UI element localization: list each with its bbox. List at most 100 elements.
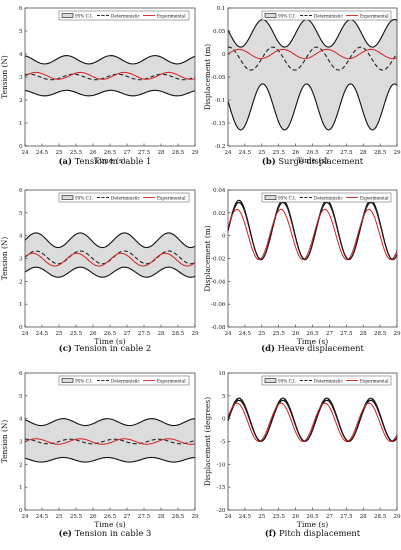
ci-lower-line [227,83,398,131]
x-tick-label: 28 [157,150,165,156]
caption-f: (f) Pitch displacement [218,528,401,538]
deterministic-line [227,398,398,442]
y-tick-label: 6 [19,6,23,12]
caption-letter: (f) [264,528,277,538]
legend: 95% C.I. Deterministic Experimental [261,10,392,21]
x-tick-label: 25.5 [272,331,285,337]
caption-text: Tension in cable 3 [71,528,152,538]
legend-ci-label: 95% C.I. [278,195,296,200]
y-tick-label: -0.08 [211,325,226,331]
x-tick-label: 27 [123,331,131,337]
x-axis-label: Time (s) [297,520,328,529]
x-tick-label: 27.5 [138,514,151,520]
legend-ci-swatch [264,13,277,18]
y-axis-label: Tension (N) [0,237,9,281]
x-tick-label: 27 [326,331,334,337]
x-tick-label: 26.5 [306,514,319,520]
x-tick-label: 29 [393,150,401,156]
y-tick-label: -0.1 [215,98,226,104]
y-tick-label: 3 [19,75,23,81]
ci-lower-line [24,89,196,97]
y-tick-label: -0.05 [211,75,226,81]
legend-det-label: Deterministic [314,378,344,383]
experimental-line [24,71,196,80]
x-tick-label: 25.5 [70,331,83,337]
deterministic-line [227,201,398,260]
y-tick-label: 5 [19,394,23,400]
y-tick-label: -5 [220,440,226,446]
panel-b: 24 24.5 25 25.5 26 26.5 27 27.5 28 28.5 29 -0.2 -0.1… [203,6,401,165]
x-tick-label: 27.5 [340,150,353,156]
caption-a: (a) Tension in cable 1 [10,156,200,166]
deterministic-line [227,46,398,71]
x-tick-label: 27.5 [340,514,353,520]
x-tick-label: 28.5 [172,331,185,337]
x-tick-label: 25.5 [272,150,285,156]
x-tick-label: 24 [21,514,29,520]
x-tick-label: 28.5 [374,331,387,337]
panel-d: 24 24.5 25 25.5 26 26.5 27 27.5 28 28.5 29 -0.08 -0.… [203,188,401,346]
legend: 95% C.I. Deterministic Experimental [58,10,190,21]
x-tick-label: 24.5 [239,150,252,156]
ci-upper-line [24,418,196,427]
caption-b: (b) Surge displacement [218,156,401,166]
y-tick-label: 0 [19,144,23,150]
y-tick-label: 2 [19,462,23,468]
y-tick-label: 1 [19,485,23,491]
y-axis-label: Tension (N) [0,420,9,464]
x-tick-label: 24.5 [36,150,49,156]
y-tick-label: 2 [19,98,23,104]
x-tick-label: 27 [326,150,334,156]
x-tick-label: 26.5 [104,150,117,156]
legend-ci-swatch [61,195,74,200]
legend-det-label: Deterministic [314,13,344,18]
caption-text: Surge displacement [275,156,364,166]
caption-e: (e) Tension in cable 3 [10,528,200,538]
y-tick-label: 0 [19,508,23,514]
y-tick-label: 5 [19,29,23,35]
x-tick-label: 24.5 [36,331,49,337]
ci-band [228,19,397,130]
deterministic-line [24,250,196,265]
legend-det-label: Deterministic [111,13,141,18]
x-tick-label: 24 [224,514,232,520]
experimental-line [227,208,398,261]
y-tick-label: -0.06 [211,302,226,308]
experimental-line [24,252,196,267]
y-tick-label: 0.04 [213,188,226,194]
x-tick-label: 28.5 [172,514,185,520]
y-tick-label: 2 [19,279,23,285]
x-axis-label: Time (s) [94,520,125,529]
x-tick-label: 25 [55,514,63,520]
legend-det-label: Deterministic [314,195,344,200]
x-tick-label: 28.5 [172,150,185,156]
x-tick-label: 29 [191,150,199,156]
x-tick-label: 28 [360,150,368,156]
x-tick-label: 27.5 [138,331,151,337]
x-tick-label: 25 [55,331,63,337]
panel-f: 24 24.5 25 25.5 26 26.5 27 27.5 28 28.5 29 -20 -15 -1… [203,371,401,529]
caption-c: (c) Tension in cable 2 [10,343,200,353]
legend: 95% C.I. Deterministic Experimental [261,375,392,386]
legend-exp-label: Experimental [360,13,389,18]
x-tick-label: 24.5 [239,514,252,520]
ci-lower-line [24,266,196,278]
y-tick-label: 5 [222,394,226,400]
legend-exp-label: Experimental [360,195,389,200]
x-tick-label: 29 [393,514,401,520]
legend-exp-label: Experimental [360,378,389,383]
x-tick-label: 26.5 [104,331,117,337]
ci-upper-line [24,232,196,249]
x-axis-label: Time (s) [94,156,125,165]
caption-letter: (a) [58,156,72,166]
x-tick-label: 28 [360,514,368,520]
x-tick-label: 26 [292,150,300,156]
y-tick-label: -20 [216,508,225,514]
x-tick-label: 29 [191,514,199,520]
ci-band [25,232,195,278]
x-axis-label: Time (s) [297,156,328,165]
x-tick-label: 29 [393,331,401,337]
legend-exp-label: Experimental [157,195,186,200]
y-tick-label: 0 [222,234,226,240]
x-tick-label: 27.5 [138,150,151,156]
